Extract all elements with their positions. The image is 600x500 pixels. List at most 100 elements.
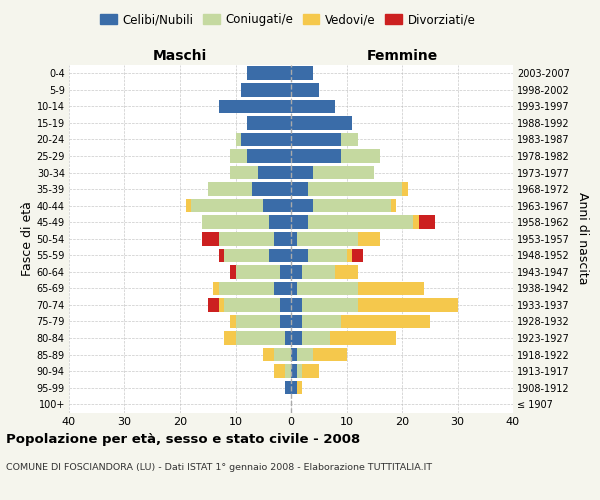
Bar bbox=[191, 199, 263, 212]
Bar bbox=[280, 314, 291, 328]
Bar bbox=[235, 314, 280, 328]
Bar bbox=[219, 248, 224, 262]
Bar bbox=[352, 248, 363, 262]
Bar bbox=[219, 282, 274, 295]
Bar bbox=[330, 332, 397, 345]
Text: COMUNE DI FOSCIANDORA (LU) - Dati ISTAT 1° gennaio 2008 - Elaborazione TUTTITALI: COMUNE DI FOSCIANDORA (LU) - Dati ISTAT … bbox=[6, 462, 432, 471]
Bar bbox=[269, 216, 291, 229]
Bar bbox=[413, 216, 419, 229]
Bar bbox=[247, 66, 291, 80]
Bar bbox=[308, 216, 413, 229]
Bar bbox=[291, 381, 296, 394]
Text: Femmine: Femmine bbox=[367, 48, 437, 62]
Bar bbox=[274, 348, 291, 362]
Bar bbox=[291, 132, 341, 146]
Bar bbox=[302, 298, 358, 312]
Bar bbox=[202, 216, 269, 229]
Bar bbox=[224, 332, 235, 345]
Bar bbox=[291, 332, 302, 345]
Bar bbox=[347, 248, 352, 262]
Bar bbox=[241, 83, 291, 96]
Bar bbox=[291, 248, 308, 262]
Bar bbox=[230, 149, 247, 163]
Bar bbox=[291, 314, 302, 328]
Bar bbox=[230, 265, 235, 278]
Bar bbox=[313, 166, 374, 179]
Bar bbox=[313, 199, 391, 212]
Bar bbox=[286, 381, 291, 394]
Bar bbox=[402, 182, 407, 196]
Bar bbox=[291, 166, 313, 179]
Bar bbox=[291, 282, 296, 295]
Bar bbox=[214, 282, 219, 295]
Bar bbox=[185, 199, 191, 212]
Bar bbox=[291, 265, 302, 278]
Bar bbox=[219, 100, 291, 113]
Bar bbox=[291, 83, 319, 96]
Bar bbox=[286, 332, 291, 345]
Text: Popolazione per età, sesso e stato civile - 2008: Popolazione per età, sesso e stato civil… bbox=[6, 432, 360, 446]
Bar bbox=[291, 182, 308, 196]
Bar bbox=[291, 348, 296, 362]
Bar bbox=[302, 265, 335, 278]
Bar bbox=[286, 364, 291, 378]
Bar bbox=[235, 265, 280, 278]
Bar bbox=[269, 248, 291, 262]
Bar bbox=[230, 314, 235, 328]
Bar bbox=[358, 232, 380, 245]
Bar bbox=[302, 314, 341, 328]
Bar bbox=[358, 282, 424, 295]
Legend: Celibi/Nubili, Coniugati/e, Vedovi/e, Divorziati/e: Celibi/Nubili, Coniugati/e, Vedovi/e, Di… bbox=[95, 8, 481, 31]
Bar bbox=[263, 348, 274, 362]
Bar bbox=[358, 298, 458, 312]
Bar bbox=[341, 149, 380, 163]
Bar bbox=[280, 298, 291, 312]
Bar bbox=[274, 282, 291, 295]
Bar bbox=[219, 232, 274, 245]
Bar bbox=[391, 199, 397, 212]
Bar bbox=[208, 298, 219, 312]
Bar bbox=[247, 116, 291, 130]
Bar bbox=[313, 348, 347, 362]
Bar bbox=[280, 265, 291, 278]
Bar bbox=[252, 182, 291, 196]
Bar bbox=[291, 298, 302, 312]
Bar bbox=[296, 381, 302, 394]
Bar bbox=[263, 199, 291, 212]
Bar bbox=[341, 314, 430, 328]
Bar bbox=[296, 364, 302, 378]
Y-axis label: Anni di nascita: Anni di nascita bbox=[575, 192, 589, 285]
Bar bbox=[274, 364, 286, 378]
Bar bbox=[335, 265, 358, 278]
Bar bbox=[291, 116, 352, 130]
Bar bbox=[235, 332, 286, 345]
Bar bbox=[291, 364, 296, 378]
Bar bbox=[219, 298, 224, 312]
Bar bbox=[308, 248, 347, 262]
Bar bbox=[296, 348, 313, 362]
Bar bbox=[258, 166, 291, 179]
Bar bbox=[230, 166, 258, 179]
Bar bbox=[224, 298, 280, 312]
Bar bbox=[291, 216, 308, 229]
Text: Maschi: Maschi bbox=[153, 48, 207, 62]
Bar bbox=[419, 216, 436, 229]
Bar bbox=[235, 132, 241, 146]
Bar bbox=[341, 132, 358, 146]
Bar bbox=[291, 66, 313, 80]
Bar bbox=[274, 232, 291, 245]
Bar bbox=[291, 100, 335, 113]
Bar bbox=[224, 248, 269, 262]
Bar bbox=[296, 282, 358, 295]
Bar bbox=[291, 199, 313, 212]
Bar bbox=[241, 132, 291, 146]
Bar bbox=[247, 149, 291, 163]
Bar bbox=[291, 232, 296, 245]
Bar bbox=[302, 364, 319, 378]
Y-axis label: Fasce di età: Fasce di età bbox=[20, 202, 34, 276]
Bar bbox=[296, 232, 358, 245]
Bar bbox=[208, 182, 252, 196]
Bar bbox=[308, 182, 402, 196]
Bar bbox=[202, 232, 219, 245]
Bar bbox=[291, 149, 341, 163]
